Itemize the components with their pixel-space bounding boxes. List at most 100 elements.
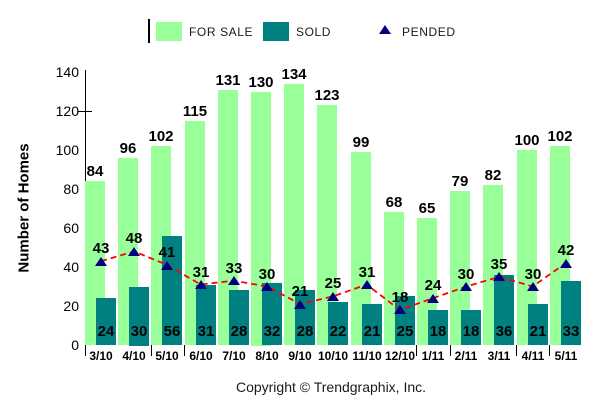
- pended-marker-icon: [228, 276, 240, 285]
- x-axis-label: 2/11: [454, 349, 478, 363]
- x-axis-tick: [184, 345, 185, 356]
- y-axis-tick-label: 20: [63, 298, 79, 314]
- sold-swatch-icon: [263, 22, 289, 41]
- sold-value-label: 21: [529, 323, 547, 340]
- pended-marker-icon: [460, 282, 472, 291]
- y-axis-tick-label: 100: [55, 142, 79, 158]
- pended-value-label: 35: [490, 256, 508, 273]
- y-axis-title: Number of Homes: [15, 143, 33, 273]
- y-axis-tick-label: 60: [63, 220, 79, 236]
- for-sale-value-label: 65: [418, 200, 436, 217]
- y-axis-tick-label: 80: [63, 181, 79, 197]
- pended-marker-icon: [294, 300, 306, 309]
- sold-value-label: 18: [462, 323, 480, 340]
- sold-value-label: 24: [97, 323, 115, 340]
- for-sale-value-label: 68: [385, 194, 403, 211]
- x-axis-label: 10/10: [317, 349, 349, 363]
- y-axis-tick-label: 140: [55, 64, 79, 80]
- sold-bar: [461, 310, 481, 345]
- pended-value-label: 25: [324, 275, 342, 292]
- pended-value-label: 30: [457, 266, 475, 283]
- x-axis-label: 1/11: [421, 349, 445, 363]
- sold-bar: [528, 304, 548, 345]
- pended-marker-icon: [493, 272, 505, 281]
- x-axis-tick: [416, 345, 417, 356]
- pended-marker-icon: [195, 280, 207, 289]
- sold-value-label: 33: [562, 323, 580, 340]
- for-sale-value-label: 115: [182, 103, 208, 120]
- for-sale-value-label: 123: [314, 87, 340, 104]
- x-axis-label: 7/10: [222, 349, 246, 363]
- pended-value-label: 30: [258, 266, 276, 283]
- x-axis-label: 5/11: [554, 349, 578, 363]
- y-axis-tick-label: 120: [55, 103, 79, 119]
- pended-value-label: 30: [524, 266, 542, 283]
- sold-value-label: 21: [363, 323, 381, 340]
- for-sale-value-label: 84: [86, 163, 104, 180]
- sold-value-label: 56: [163, 323, 181, 340]
- pended-marker-icon: [95, 257, 107, 266]
- pended-marker-icon: [560, 259, 572, 268]
- pended-marker-icon: [261, 282, 273, 291]
- for-sale-value-label: 102: [148, 128, 174, 145]
- x-axis-label: 3/11: [487, 349, 511, 363]
- pended-value-label: 43: [92, 240, 110, 257]
- x-axis-label: 9/10: [288, 349, 312, 363]
- sold-value-label: 30: [130, 323, 148, 340]
- x-axis-label: 8/10: [255, 349, 279, 363]
- copyright: Copyright © Trendgraphix, Inc.: [235, 379, 427, 395]
- for-sale-value-label: 100: [514, 132, 540, 149]
- for-sale-value-label: 134: [281, 66, 307, 83]
- x-axis-label: 3/10: [89, 349, 113, 363]
- for-sale-value-label: 82: [484, 167, 502, 184]
- for-sale-value-label: 102: [547, 128, 573, 145]
- pended-marker-icon: [527, 282, 539, 291]
- sold-value-label: 28: [230, 323, 248, 340]
- sold-bar: [328, 302, 348, 345]
- x-axis-label: 4/11: [521, 349, 545, 363]
- pended-value-label: 42: [557, 242, 575, 259]
- pended-marker-icon: [161, 261, 173, 270]
- legend-label-pended: PENDED: [402, 25, 456, 39]
- x-axis-label: 11/10: [352, 349, 382, 363]
- sold-bar: [428, 310, 448, 345]
- x-axis-label: 12/10: [384, 349, 416, 363]
- legend-label-sold: SOLD: [296, 25, 332, 39]
- sold-value-label: 28: [296, 323, 314, 340]
- y-axis-tick-label: 0: [71, 337, 79, 353]
- pended-value-label: 41: [158, 244, 176, 261]
- pended-marker-icon: [327, 292, 339, 301]
- x-axis-label: 6/10: [189, 349, 213, 363]
- for-sale-swatch-icon: [156, 22, 182, 41]
- sold-value-label: 18: [429, 323, 447, 340]
- sold-value-label: 32: [263, 323, 281, 340]
- pended-value-label: 21: [291, 283, 309, 300]
- x-axis-tick: [450, 345, 451, 356]
- pended-marker-icon: [128, 247, 140, 256]
- for-sale-value-label: 131: [215, 72, 241, 89]
- for-sale-value-label: 130: [248, 74, 274, 91]
- x-axis-tick: [516, 345, 517, 356]
- legend-divider: [148, 19, 150, 43]
- pended-value-label: 48: [125, 230, 143, 247]
- pended-marker-icon: [427, 294, 439, 303]
- for-sale-value-label: 99: [352, 134, 370, 151]
- sold-value-label: 22: [329, 323, 347, 340]
- sold-bar: [362, 304, 382, 345]
- pended-value-label: 18: [391, 289, 409, 306]
- sold-value-label: 36: [495, 323, 513, 340]
- y-tick-mark: [78, 111, 92, 112]
- for-sale-value-label: 96: [119, 140, 137, 157]
- x-axis-tick: [151, 345, 152, 356]
- pended-value-label: 31: [358, 264, 376, 281]
- sold-value-label: 25: [396, 323, 414, 340]
- pended-value-label: 31: [192, 264, 210, 281]
- x-axis-label: 4/10: [122, 349, 146, 363]
- y-axis-tick-label: 40: [63, 259, 79, 275]
- x-axis-tick: [549, 345, 550, 356]
- sold-value-label: 31: [197, 323, 215, 340]
- pended-marker-icon: [379, 25, 391, 34]
- pended-value-label: 33: [225, 260, 243, 277]
- for-sale-value-label: 79: [451, 173, 469, 190]
